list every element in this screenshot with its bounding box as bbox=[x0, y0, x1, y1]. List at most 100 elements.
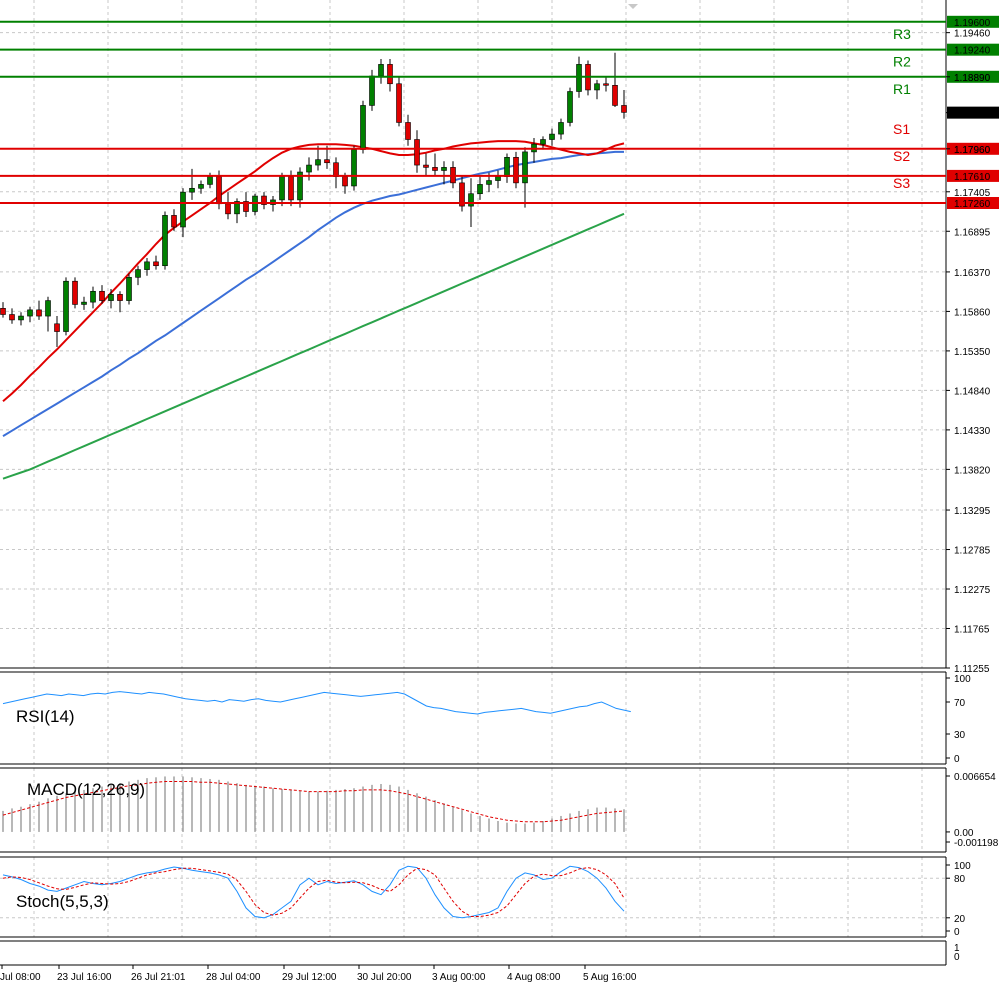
macd-label: MACD(12,26,9) bbox=[27, 780, 145, 799]
candle-body bbox=[9, 314, 15, 321]
candle-body bbox=[612, 85, 618, 106]
candle-body bbox=[45, 300, 51, 317]
candle-body bbox=[504, 157, 510, 177]
candle-body bbox=[234, 201, 240, 215]
candle bbox=[396, 76, 402, 127]
candle bbox=[171, 209, 177, 231]
candle bbox=[153, 255, 159, 270]
candle-body bbox=[63, 280, 69, 332]
candle-body bbox=[126, 277, 132, 301]
rsi-tick-label: 30 bbox=[954, 730, 966, 741]
candle bbox=[90, 286, 96, 309]
ma-fast-line bbox=[2, 140, 625, 402]
candle bbox=[315, 145, 321, 171]
price-tick-label: 1.19460 bbox=[954, 29, 991, 40]
candle-body bbox=[360, 105, 366, 150]
stoch-tick-label: 0 bbox=[954, 927, 960, 938]
time-tick-label: 4 Aug 08:00 bbox=[507, 972, 561, 983]
level-name-s1: S1 bbox=[893, 121, 910, 137]
candle bbox=[45, 296, 51, 332]
candle bbox=[540, 136, 546, 150]
empty-pane-tick-label: 0 bbox=[954, 952, 960, 963]
candle-body bbox=[333, 162, 339, 177]
candle-body bbox=[378, 64, 384, 77]
level-price-label: 1.17260 bbox=[954, 199, 991, 210]
candle-body bbox=[18, 315, 24, 321]
candle bbox=[459, 175, 465, 212]
candle bbox=[261, 192, 267, 210]
candle bbox=[567, 87, 573, 127]
candle-body bbox=[351, 149, 357, 187]
candle bbox=[0, 302, 6, 318]
candle bbox=[513, 151, 519, 189]
level-price-label: 1.17610 bbox=[954, 172, 991, 183]
ma-mid-line bbox=[2, 150, 624, 437]
candle bbox=[72, 277, 78, 309]
candle-body bbox=[369, 75, 375, 106]
rsi-tick-label: 70 bbox=[954, 698, 966, 709]
candle-body bbox=[135, 269, 141, 278]
candle-body bbox=[621, 105, 627, 113]
candle-body bbox=[486, 180, 492, 185]
level-price-box bbox=[947, 43, 999, 56]
current-price-label: 1.18427 bbox=[954, 109, 991, 120]
level-price-box bbox=[947, 169, 999, 182]
level-price-box bbox=[947, 70, 999, 83]
time-tick-label: 29 Jul 12:00 bbox=[282, 972, 337, 983]
chart-shift-marker[interactable] bbox=[628, 4, 638, 9]
candle-body bbox=[396, 83, 402, 123]
macd-signal-line bbox=[2, 781, 625, 823]
price-tick-label: 1.17405 bbox=[954, 188, 991, 199]
candle bbox=[162, 211, 168, 270]
candle-body bbox=[468, 193, 474, 207]
candle-body bbox=[558, 122, 564, 135]
candle-body bbox=[0, 308, 6, 315]
price-tick-label: 1.14330 bbox=[954, 426, 991, 437]
current-price-box bbox=[947, 106, 999, 119]
time-tick-label: Jul 08:00 bbox=[0, 972, 41, 983]
time-tick-label: 5 Aug 16:00 bbox=[583, 972, 637, 983]
candle-body bbox=[477, 184, 483, 195]
candle bbox=[612, 52, 618, 107]
candle bbox=[603, 76, 609, 92]
candle bbox=[108, 288, 114, 309]
level-name-s3: S3 bbox=[893, 175, 910, 191]
empty-pane-tick-label: 1 bbox=[954, 943, 960, 954]
candle bbox=[423, 153, 429, 176]
macd-tick-label: -0.001198 bbox=[954, 838, 999, 849]
candle-body bbox=[99, 290, 105, 301]
candle-body bbox=[90, 290, 96, 303]
candle bbox=[441, 161, 447, 185]
candle-body bbox=[72, 280, 78, 305]
candle bbox=[621, 89, 627, 119]
rsi-tick-label: 100 bbox=[954, 674, 971, 685]
stoch-label: Stoch(5,5,3) bbox=[16, 892, 109, 911]
candle bbox=[387, 58, 393, 92]
level-price-label: 1.18890 bbox=[954, 73, 991, 84]
candle-body bbox=[225, 203, 231, 215]
candle-body bbox=[171, 215, 177, 228]
candle-body bbox=[27, 309, 33, 317]
time-tick-label: 30 Jul 20:00 bbox=[357, 972, 412, 983]
candle-body bbox=[108, 294, 114, 301]
candle-body bbox=[36, 309, 42, 317]
level-name-s2: S2 bbox=[893, 148, 910, 164]
candle bbox=[180, 188, 186, 238]
candle bbox=[27, 306, 33, 323]
stoch-tick-label: 20 bbox=[954, 914, 966, 925]
candle bbox=[117, 291, 123, 313]
time-tick-label: 28 Jul 04:00 bbox=[206, 972, 261, 983]
pane-frames bbox=[0, 0, 947, 966]
candle-body bbox=[432, 167, 438, 171]
macd-tick-label: 0.006654 bbox=[954, 772, 996, 783]
price-tick-label: 1.12275 bbox=[954, 585, 991, 596]
candle-body bbox=[279, 176, 285, 201]
candle-body bbox=[180, 191, 186, 228]
candle bbox=[144, 257, 150, 276]
candle-body bbox=[162, 215, 168, 267]
macd-pane: 0.006654 0.00-0.001198 MACD(12,26,9) bbox=[2, 772, 999, 849]
candle-body bbox=[495, 176, 501, 181]
candle-body bbox=[567, 91, 573, 123]
candle-body bbox=[261, 195, 267, 205]
